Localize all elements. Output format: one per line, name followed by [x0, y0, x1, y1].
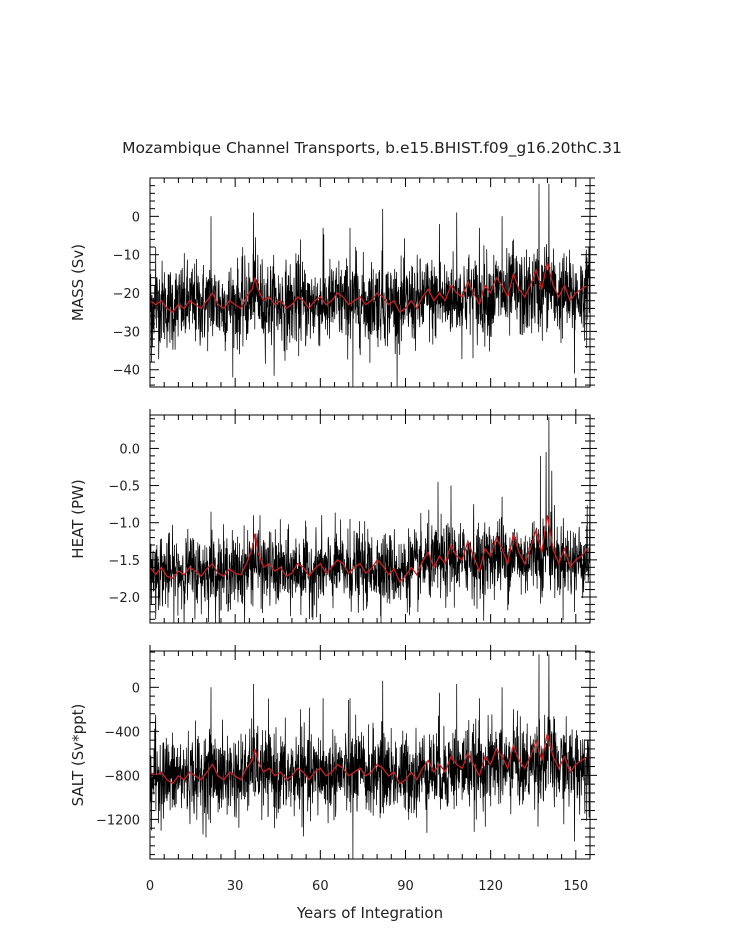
y-tick-label: 0: [132, 681, 140, 696]
plot-frame-heat: [149, 414, 591, 624]
series-smoothed-heat: [150, 515, 588, 584]
x-axis-label: Years of Integration: [296, 904, 443, 922]
series-monthly-mass: [150, 183, 590, 387]
y-axis-label-salt: SALT (Sv*ppt): [69, 704, 87, 807]
x-tick-label: 60: [312, 879, 329, 894]
y-tick-label: 0: [132, 210, 140, 225]
series-smoothed-salt: [150, 733, 588, 785]
x-tick-label: 150: [563, 879, 588, 894]
y-axis-label-heat: HEAT (PW): [69, 479, 87, 558]
series-smoothed-mass: [150, 262, 588, 314]
plot-frame-salt: [149, 650, 591, 860]
y-tick-label: 0.0: [119, 442, 140, 457]
y-tick-label: −1200: [96, 813, 140, 828]
y-tick-label: −40: [113, 364, 140, 379]
x-tick-label: 30: [227, 879, 244, 894]
y-tick-label: −10: [113, 249, 140, 264]
y-tick-label: −20: [113, 287, 140, 302]
y-tick-label: −800: [104, 769, 140, 784]
series-monthly-heat: [150, 417, 590, 623]
plot-frame-mass: [149, 177, 591, 388]
y-tick-label: −1.0: [108, 517, 140, 532]
panel-heat: 0.0 −0.5 −1.0 −1.5 −2.0 HEAT (PW): [69, 409, 597, 624]
chart-title: Mozambique Channel Transports, b.e15.BHI…: [122, 139, 622, 158]
y-tick-label: −2.0: [108, 591, 140, 606]
panel-mass: 0 −10 −20 −30 −40 MASS (Sv): [69, 177, 597, 388]
y-tick-label: −30: [113, 325, 140, 340]
y-tick-label: −400: [104, 725, 140, 740]
y-tick-label: −0.5: [108, 480, 140, 495]
x-tick-label: 0: [146, 879, 154, 894]
series-monthly-salt: [150, 654, 590, 859]
x-tick-label: 120: [478, 879, 503, 894]
y-tick-label: −1.5: [108, 554, 140, 569]
panel-salt: 0 30 60 90 120 150 0 −400 −800 −1200 SALT (Sv*ppt): [69, 645, 597, 894]
panels: 0 −10 −20 −30 −40 MASS (Sv) 0.0 −0.5 −1.0 −1.5 −2.…: [69, 177, 597, 894]
x-tick-label: 90: [397, 879, 414, 894]
y-axis-label-mass: MASS (Sv): [69, 244, 87, 321]
